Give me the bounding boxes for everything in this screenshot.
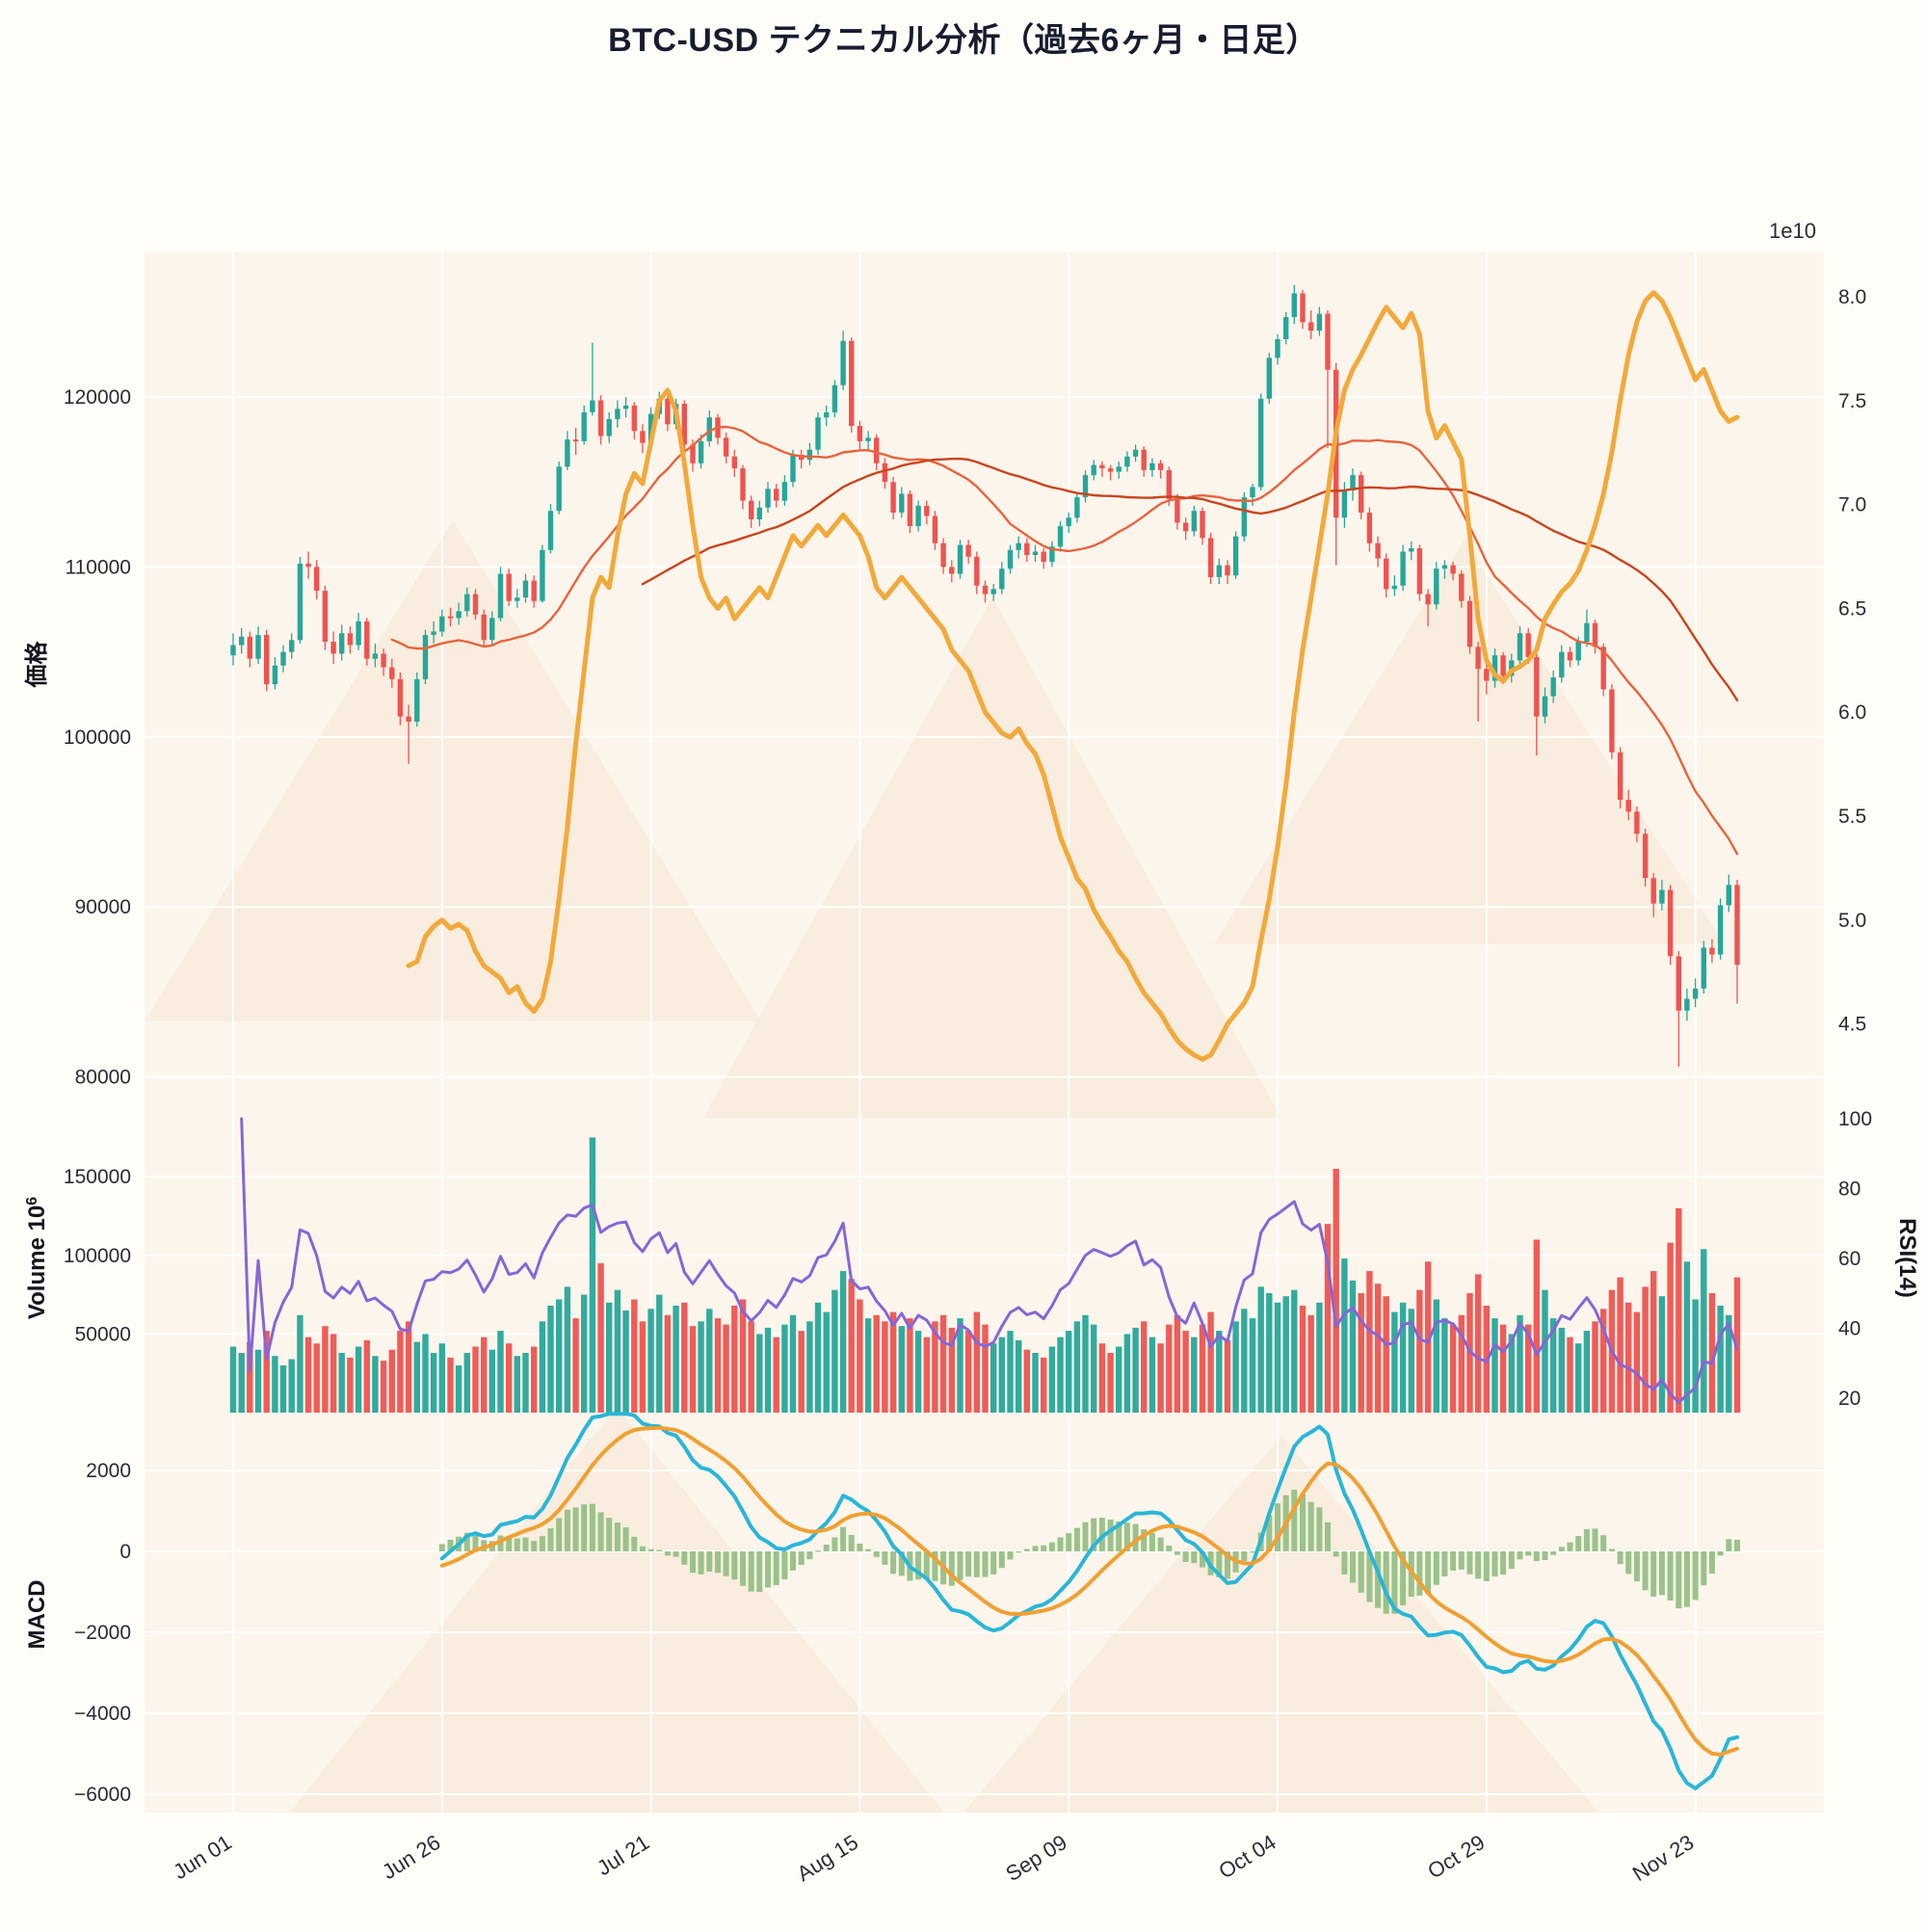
svg-text:50000: 50000: [75, 1323, 131, 1345]
svg-text:−2000: −2000: [74, 1622, 131, 1644]
rsi-axis-label: RSI(14): [1894, 1218, 1920, 1298]
svg-text:Jul 21: Jul 21: [593, 1830, 653, 1880]
svg-text:Aug 15: Aug 15: [793, 1830, 862, 1886]
svg-text:80000: 80000: [75, 1067, 131, 1089]
axis-titles: 価格 MACD RSI(14) Volume 106 1e10: [24, 219, 1920, 1650]
svg-text:40: 40: [1838, 1318, 1861, 1340]
svg-text:Oct 29: Oct 29: [1423, 1830, 1489, 1884]
page-title: BTC-USD テクニカル分析（過去6ヶ月・日足）: [608, 22, 1319, 59]
signal-line: [439, 1425, 1739, 1757]
rsi-line: [240, 1117, 1739, 1405]
svg-text:5.0: 5.0: [1838, 910, 1866, 932]
svg-text:7.5: 7.5: [1838, 390, 1866, 412]
svg-text:150000: 150000: [64, 1166, 131, 1188]
svg-text:6.0: 6.0: [1838, 701, 1866, 724]
svg-text:Nov 23: Nov 23: [1628, 1830, 1698, 1886]
secondary-line: [406, 290, 1740, 1062]
svg-text:Sep 09: Sep 09: [1001, 1830, 1070, 1886]
svg-text:4.5: 4.5: [1838, 1014, 1866, 1036]
svg-text:Jun 01: Jun 01: [169, 1830, 235, 1884]
svg-text:8.0: 8.0: [1838, 286, 1866, 308]
svg-text:80: 80: [1838, 1178, 1861, 1201]
axis-tick-labels: 80000 90000 100000 110000 120000 4.5 5.0 5.5 6.0…: [64, 286, 1872, 1806]
svg-text:100000: 100000: [64, 727, 131, 749]
svg-text:−4000: −4000: [74, 1703, 131, 1725]
svg-text:Jun 26: Jun 26: [378, 1830, 444, 1884]
svg-text:100000: 100000: [64, 1245, 131, 1267]
svg-text:5.5: 5.5: [1838, 806, 1866, 828]
candles-layer: [230, 284, 1740, 1067]
secondary-axis-scale-label: 1e10: [1769, 219, 1816, 243]
svg-text:0: 0: [119, 1541, 131, 1563]
svg-text:110000: 110000: [65, 556, 131, 578]
svg-text:−6000: −6000: [74, 1784, 131, 1806]
macd-axis-label: MACD: [24, 1580, 50, 1650]
svg-text:90000: 90000: [75, 896, 131, 918]
price-axis-label: 価格: [24, 641, 50, 689]
svg-text:20: 20: [1838, 1388, 1861, 1410]
sma-long-line: [641, 457, 1739, 701]
svg-text:Oct 04: Oct 04: [1214, 1830, 1280, 1884]
sma-short-line: [390, 425, 1739, 856]
svg-text:120000: 120000: [64, 386, 131, 409]
svg-text:7.0: 7.0: [1838, 494, 1866, 516]
svg-text:6.5: 6.5: [1838, 597, 1866, 620]
svg-text:100: 100: [1838, 1108, 1872, 1130]
x-axis-ticks: Jun 01 Jun 26 Jul 21 Aug 15 Sep 09 Oct 04 Oct …: [169, 1830, 1698, 1886]
background-watermark: [145, 520, 1725, 1813]
svg-text:60: 60: [1838, 1248, 1861, 1270]
svg-text:2000: 2000: [86, 1460, 131, 1482]
volume-axis-label: Volume 106: [24, 1197, 50, 1319]
